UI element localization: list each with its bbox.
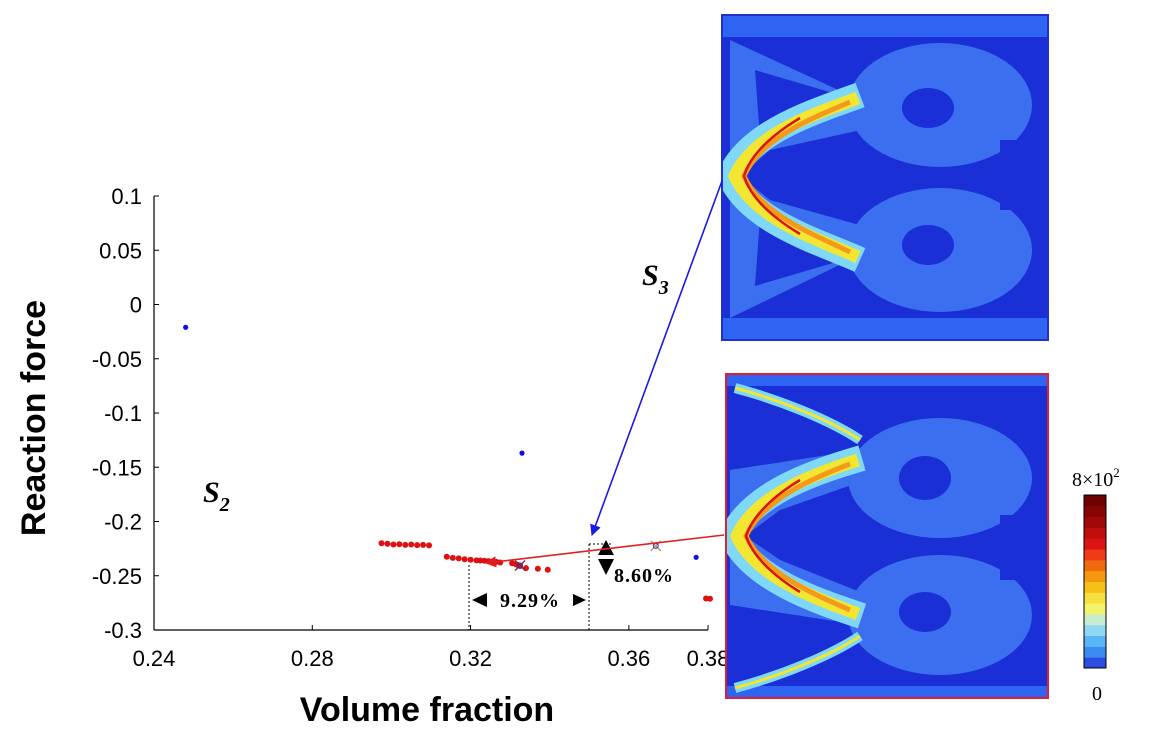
x-tick-label: 0.24: [133, 646, 176, 671]
colorbar-cell: [1084, 538, 1106, 550]
dy-arrow-head-up: [598, 540, 614, 555]
dx-label: 9.29%: [500, 590, 560, 612]
arrow-to-s2-design: [484, 534, 725, 568]
colorbar-cell: [1084, 559, 1106, 572]
colorbar-cells: [1084, 495, 1106, 669]
red-point: [396, 541, 403, 548]
x-tick-label: 0.28: [291, 646, 334, 671]
colorbar-max-label: 8×102: [1072, 465, 1120, 491]
dx-arrow-head-left: [472, 593, 487, 607]
y-tick-label: 0.1: [111, 184, 142, 209]
red-point: [378, 540, 385, 547]
dy-label: 8.60%: [614, 565, 674, 587]
colorbar-cell: [1084, 495, 1106, 507]
colorbar-cell: [1084, 603, 1106, 615]
red-point: [426, 542, 433, 549]
blue-point: [183, 324, 189, 330]
colorbar-cell: [1084, 581, 1106, 593]
colorbar-cell: [1084, 613, 1106, 626]
s2-label: S2: [203, 476, 230, 516]
red-point: [408, 541, 415, 548]
x-axis-title: Volume fraction: [300, 691, 554, 729]
colorbar-cell: [1084, 549, 1106, 561]
y-tick-label: -0.05: [92, 347, 142, 372]
y-tick-label: -0.25: [92, 564, 142, 589]
red-point: [414, 542, 421, 549]
difference-annotations: 9.29% 8.60%: [468, 540, 674, 630]
y-tick-label: 0: [130, 293, 142, 318]
x-tick-label: 0.38: [687, 646, 730, 671]
y-ticks: 0.1 0.05 0 -0.05 -0.1 -0.15 -0.2 -0.25 -0.3: [92, 184, 159, 643]
red-point: [544, 566, 551, 573]
colorbar-cell: [1084, 624, 1106, 637]
dx-arrow-head-right: [571, 593, 586, 607]
colorbar-cell: [1084, 592, 1106, 604]
colorbar-frame: [1083, 494, 1107, 669]
y-tick-label: -0.2: [104, 510, 142, 535]
colorbar-cell: [1084, 505, 1106, 518]
x-tick-label: 0.36: [607, 646, 650, 671]
y-tick-label: -0.1: [104, 401, 142, 426]
red-point: [706, 595, 713, 602]
red-point: [455, 555, 462, 562]
red-point: [461, 556, 468, 563]
dy-arrow-head-down: [598, 559, 614, 575]
axes: 0.24 0.28 0.32 0.36 0.38 0.1 0.05 0 -0.05 -0.1 -0…: [92, 184, 730, 671]
x-tick-label: 0.32: [449, 646, 492, 671]
red-point: [449, 554, 456, 561]
blue-point: [519, 450, 525, 456]
red-point: [534, 565, 541, 572]
red-point: [443, 553, 450, 560]
data-points: [183, 324, 713, 602]
marker-s2-design: [514, 559, 526, 571]
y-tick-label: 0.05: [99, 238, 142, 263]
red-point: [402, 541, 409, 548]
y-tick-label: -0.3: [104, 618, 142, 643]
colorbar: 8×102 0: [1072, 465, 1120, 705]
arrow-to-s3-design: [590, 180, 723, 537]
colorbar-cell: [1084, 570, 1106, 582]
inset-s2-frame: [725, 373, 1049, 699]
blue-point: [693, 554, 699, 560]
y-tick-label: -0.15: [92, 455, 142, 480]
x-ticks: 0.24 0.28 0.32 0.36 0.38: [133, 625, 730, 671]
inset-s3-frame: [721, 14, 1049, 341]
colorbar-cell: [1084, 657, 1106, 669]
inset-s2-field: [725, 373, 1049, 699]
y-axis-title: Reaction force: [15, 300, 53, 536]
colorbar-cell: [1084, 516, 1106, 528]
inset-s3-field: [721, 14, 1049, 341]
colorbar-cell: [1084, 527, 1106, 539]
colorbar-min-label: 0: [1092, 683, 1102, 705]
red-point: [467, 556, 474, 563]
red-point: [420, 541, 427, 548]
red-point: [390, 541, 397, 548]
s3-label: S3: [642, 259, 669, 299]
colorbar-cell: [1084, 646, 1106, 658]
colorbar-cell: [1084, 635, 1106, 647]
red-point: [384, 540, 391, 547]
